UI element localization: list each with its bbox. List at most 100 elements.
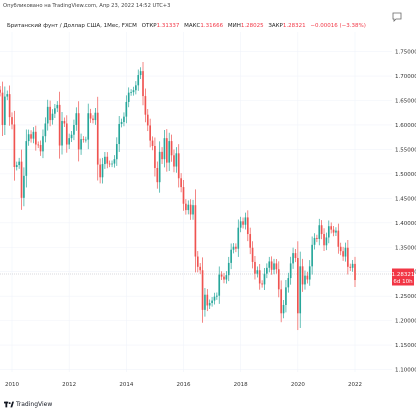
brand-name: TradingView — [16, 401, 53, 408]
price-tick-label: 1.70000 — [395, 74, 416, 80]
candle — [208, 299, 211, 310]
candle — [230, 243, 232, 270]
candle-body — [146, 114, 149, 126]
candle — [199, 263, 202, 275]
candle-body — [18, 161, 20, 166]
candle-body — [313, 237, 316, 245]
candle-body — [158, 151, 161, 183]
candle-body — [23, 175, 25, 198]
candle-body — [318, 225, 321, 239]
candle-body — [242, 221, 244, 225]
candle-body — [175, 153, 178, 167]
candle-body — [173, 155, 175, 167]
chat-bubble-icon[interactable] — [392, 12, 402, 22]
candle-body — [292, 253, 294, 264]
candle-body — [32, 131, 35, 139]
candle-body — [65, 123, 68, 145]
candle — [135, 81, 137, 95]
candle — [246, 210, 249, 242]
candle-body — [342, 251, 344, 257]
low-label: МИН — [227, 23, 241, 29]
candle — [287, 272, 290, 293]
candle — [318, 218, 321, 246]
candle — [13, 110, 16, 181]
candle-body — [263, 273, 266, 285]
candle — [0, 86, 1, 97]
candle — [142, 61, 144, 106]
candle-body — [306, 275, 309, 280]
candle-body — [213, 296, 216, 301]
candle — [225, 271, 228, 284]
candle-body — [49, 106, 51, 121]
candle-body — [165, 138, 168, 163]
candle-body — [296, 258, 299, 314]
candle — [196, 251, 199, 273]
candle — [99, 158, 101, 184]
candle — [144, 88, 147, 123]
time-tick-label: 2012 — [62, 382, 76, 388]
candle — [187, 200, 190, 215]
candle-body — [316, 237, 318, 239]
price-tick-label: 1.75000 — [395, 50, 416, 56]
candle — [273, 258, 275, 275]
candle — [299, 251, 302, 328]
candle-body — [220, 274, 223, 277]
candle — [101, 157, 104, 184]
candle-body — [287, 278, 290, 288]
candle-body — [177, 153, 180, 179]
candle-body — [196, 256, 199, 267]
candle-body — [120, 122, 123, 124]
candle — [347, 240, 349, 275]
candle — [34, 125, 37, 151]
candle — [335, 227, 337, 236]
candle-body — [25, 141, 28, 176]
candle-body — [182, 187, 185, 204]
candle — [275, 258, 278, 274]
high-value: 1.31666 — [200, 23, 224, 29]
candle — [306, 271, 309, 284]
candle-body — [187, 204, 190, 211]
candle — [211, 297, 213, 307]
candle — [337, 223, 340, 254]
candle-body — [96, 112, 99, 165]
candle-body — [311, 244, 313, 267]
candle — [244, 212, 247, 230]
candle-body — [301, 266, 304, 285]
candle — [316, 234, 318, 243]
candle — [204, 287, 206, 317]
symbol-name: Британский фунт / Доллар США, 1Мес, FXCM — [7, 23, 137, 29]
candle-body — [151, 140, 154, 146]
candle-body — [101, 164, 104, 178]
candle-body — [270, 261, 273, 270]
candle — [70, 130, 73, 142]
candle-body — [194, 205, 197, 257]
candle — [261, 280, 263, 288]
candle — [182, 179, 185, 211]
candle-body — [249, 234, 252, 248]
price-tick-label: 1.35000 — [395, 245, 416, 251]
candle-body — [161, 151, 163, 160]
candle-body — [282, 304, 285, 314]
time-axis: 2010 2012 2014 2016 2018 2020 2022 — [5, 382, 362, 388]
candle-body — [51, 113, 54, 121]
candle-body — [323, 234, 325, 246]
candle — [123, 112, 125, 127]
candle-body — [115, 144, 118, 160]
candle — [330, 222, 333, 234]
candle-body — [68, 138, 71, 145]
candle — [175, 147, 178, 173]
candle — [323, 228, 325, 252]
candle — [132, 86, 135, 96]
candle-body — [218, 274, 221, 296]
candle — [104, 151, 106, 169]
candle-body — [168, 141, 171, 163]
candle — [163, 129, 166, 168]
candle-body — [44, 123, 47, 137]
candle — [44, 117, 47, 143]
candle-body — [73, 124, 75, 135]
candle-body — [347, 247, 349, 267]
candle-body — [304, 275, 306, 285]
candle-body — [42, 136, 44, 152]
candle — [18, 157, 20, 169]
